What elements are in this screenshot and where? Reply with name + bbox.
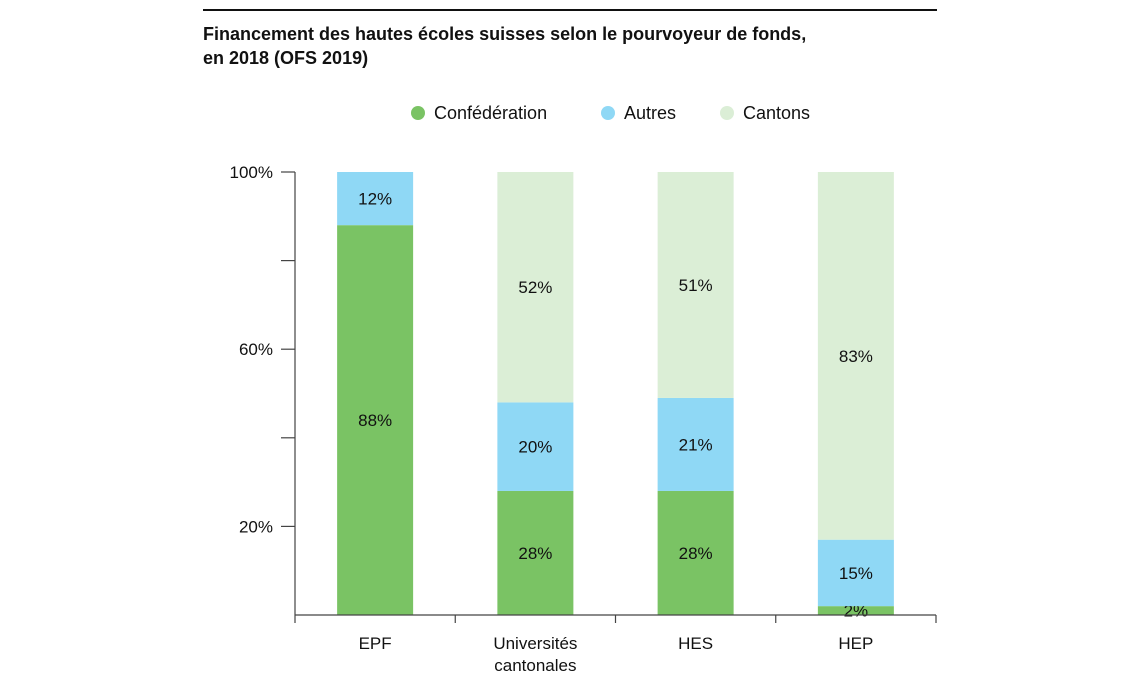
legend-swatch-autres — [601, 106, 615, 120]
bar-universites-cantonales-cantons — [497, 172, 574, 403]
bar-label-epf-autres: 12% — [358, 190, 392, 209]
bar-label-hes-cantons: 51% — [679, 276, 713, 295]
title-rule — [203, 9, 937, 11]
bar-hep-cantons — [817, 172, 894, 540]
bar-hep-confederation — [817, 606, 894, 615]
legend-swatch-cantons — [720, 106, 734, 120]
bar-label-hep-autres: 15% — [839, 564, 873, 583]
bar-epf-autres — [337, 172, 414, 226]
bar-label-epf-confederation: 88% — [358, 411, 392, 430]
y-tick-label-60: 60% — [239, 340, 273, 359]
bar-label-universites-cantonales-autres: 20% — [518, 438, 552, 457]
bar-label-hes-confederation: 28% — [679, 544, 713, 563]
y-tick-label-20: 20% — [239, 517, 273, 536]
legend-label-autres: Autres — [624, 103, 676, 123]
bar-hes-cantons — [657, 172, 734, 398]
bar-label-hep-cantons: 83% — [839, 347, 873, 366]
legend-item-cantons: Cantons — [720, 103, 810, 123]
bar-label-hep-confederation: 2% — [844, 602, 869, 621]
bar-epf-confederation — [337, 225, 414, 615]
legend-label-cantons: Cantons — [743, 103, 810, 123]
legend-item-autres: Autres — [601, 103, 676, 123]
x-tick-label-hes: HES — [678, 634, 713, 653]
bar-hes-confederation — [657, 490, 734, 615]
bar-group-hes: 28% 21% 51% — [657, 172, 734, 615]
bars-layer: 88% 12% 28% 20% 52% 28% 21% 51% 2% 15% 83% — [337, 172, 894, 621]
bar-label-universites-cantonales-cantons: 52% — [518, 278, 552, 297]
x-tick-label-universites-cantonales: Universités cantonales — [493, 634, 577, 675]
bar-label-hes-autres: 21% — [679, 435, 713, 454]
legend-item-confederation: Confédération — [411, 103, 547, 123]
legend-label-confederation: Confédération — [434, 103, 547, 123]
y-tick-label-100: 100% — [230, 163, 273, 182]
x-tick-label-epf: EPF — [359, 634, 392, 653]
chart-subtitle: en 2018 (OFS 2019) — [203, 48, 369, 68]
axes-layer: EPF Universités cantonales HES HEP 100% 60% 20% — [230, 163, 937, 675]
legend: Confédération Autres Cantons — [411, 103, 810, 123]
chart-title: Financement des hautes écoles suisses se… — [203, 22, 903, 70]
bar-universites-cantonales-confederation — [497, 490, 574, 615]
bar-group-hep: 2% 15% 83% — [817, 172, 894, 621]
bar-hes-autres — [657, 397, 734, 491]
x-tick-label-hep: HEP — [838, 634, 873, 653]
chart-title-line-1: Financement des hautes écoles suisses se… — [203, 24, 807, 44]
bar-group-epf: 88% 12% — [337, 172, 414, 615]
bar-universites-cantonales-autres — [497, 402, 574, 491]
bar-hep-autres — [817, 539, 894, 607]
bar-label-universites-cantonales-confederation: 28% — [518, 544, 552, 563]
bar-group-universites-cantonales: 28% 20% 52% — [497, 172, 574, 615]
legend-swatch-confederation — [411, 106, 425, 120]
